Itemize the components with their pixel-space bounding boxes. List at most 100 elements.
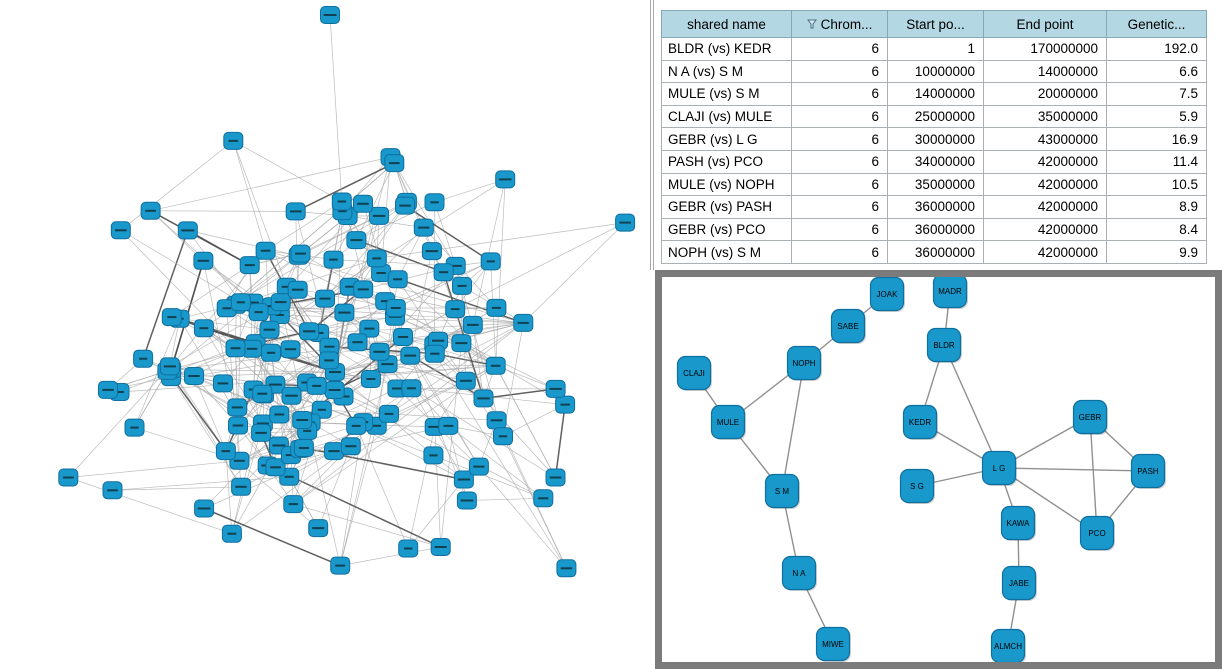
- network-node[interactable]: [98, 380, 118, 399]
- network-edge-l-g-pash[interactable]: [998, 467, 1149, 472]
- network-node[interactable]: [424, 344, 445, 363]
- network-node-n-a[interactable]: N A: [781, 555, 818, 592]
- network-edge[interactable]: [134, 318, 180, 428]
- network-node-l-g[interactable]: L G: [981, 450, 1018, 487]
- network-edge-bldr-l-g[interactable]: [943, 344, 1000, 469]
- network-node[interactable]: [384, 154, 405, 173]
- table-row[interactable]: GEBR (vs) L G 6 30000000 43000000 16.9: [661, 127, 1207, 151]
- network-node[interactable]: [227, 398, 248, 417]
- network-edge[interactable]: [269, 179, 506, 330]
- network-node-s-m[interactable]: S M: [764, 473, 801, 510]
- network-node[interactable]: [299, 322, 320, 341]
- network-node[interactable]: [265, 458, 286, 477]
- network-edge[interactable]: [483, 388, 556, 400]
- network-edge[interactable]: [171, 264, 250, 318]
- network-node[interactable]: [124, 418, 145, 437]
- network-node[interactable]: [360, 370, 381, 388]
- network-edge[interactable]: [407, 479, 465, 549]
- network-edge[interactable]: [150, 210, 251, 266]
- network-node[interactable]: [306, 376, 327, 395]
- network-edge[interactable]: [150, 210, 296, 212]
- network-edge[interactable]: [150, 210, 204, 262]
- network-node[interactable]: [340, 437, 361, 456]
- network-node[interactable]: [255, 241, 276, 260]
- network-edge[interactable]: [120, 230, 236, 349]
- network-edge[interactable]: [142, 230, 189, 359]
- network-node-kedr[interactable]: KEDR: [902, 404, 939, 441]
- column-header-end-point[interactable]: End point: [983, 10, 1107, 38]
- network-edge[interactable]: [523, 222, 626, 324]
- network-node[interactable]: [323, 250, 344, 269]
- network-node[interactable]: [140, 201, 161, 220]
- network-node[interactable]: [347, 333, 368, 352]
- network-edge[interactable]: [397, 279, 504, 437]
- network-node[interactable]: [495, 170, 516, 189]
- network-edge[interactable]: [68, 460, 240, 478]
- network-edge[interactable]: [333, 201, 408, 260]
- network-edge[interactable]: [397, 322, 524, 389]
- network-edge[interactable]: [448, 425, 544, 499]
- network-node[interactable]: [319, 351, 339, 370]
- network-edge[interactable]: [233, 140, 342, 202]
- network-edge[interactable]: [356, 425, 544, 499]
- network-node[interactable]: [513, 313, 534, 332]
- network-node[interactable]: [346, 416, 367, 435]
- network-edge[interactable]: [170, 376, 242, 487]
- network-edge[interactable]: [339, 425, 378, 566]
- network-node-pco[interactable]: PCO: [1079, 515, 1116, 552]
- network-edge[interactable]: [203, 507, 341, 567]
- network-edge[interactable]: [356, 162, 395, 241]
- network-node[interactable]: [283, 495, 304, 514]
- network-edge[interactable]: [343, 396, 544, 499]
- network-node-mule[interactable]: MULE: [710, 404, 747, 441]
- network-edge[interactable]: [232, 140, 266, 251]
- network-edge[interactable]: [319, 322, 524, 334]
- network-node-pash[interactable]: PASH: [1130, 453, 1167, 490]
- network-node-miwe[interactable]: MIWE: [815, 626, 852, 663]
- detail-network-canvas[interactable]: JOAK SABE NOPH CLAJI MULE S M N A MIWE MADR BLDR K…: [662, 277, 1215, 662]
- network-edge[interactable]: [150, 156, 391, 212]
- network-edge[interactable]: [295, 162, 395, 213]
- network-edge[interactable]: [376, 222, 626, 259]
- network-edge[interactable]: [321, 409, 390, 415]
- column-header-chrom[interactable]: Chrom...: [791, 10, 888, 38]
- network-edge[interactable]: [478, 466, 567, 569]
- network-node[interactable]: [462, 315, 483, 334]
- network-node[interactable]: [455, 371, 476, 390]
- network-node-noph[interactable]: NOPH: [786, 345, 823, 382]
- network-node[interactable]: [379, 404, 399, 423]
- network-edge[interactable]: [404, 204, 492, 263]
- network-edge[interactable]: [232, 140, 288, 287]
- network-node-madr[interactable]: MADR: [932, 277, 969, 309]
- network-node[interactable]: [615, 213, 636, 232]
- network-node-jabe[interactable]: JABE: [1001, 565, 1038, 602]
- network-node[interactable]: [331, 192, 352, 211]
- network-edge[interactable]: [434, 426, 442, 548]
- network-node[interactable]: [359, 319, 380, 338]
- network-node[interactable]: [369, 342, 390, 361]
- network-edge[interactable]: [68, 477, 233, 535]
- network-node[interactable]: [239, 256, 260, 275]
- network-edge[interactable]: [387, 363, 466, 382]
- network-edge[interactable]: [472, 179, 506, 325]
- network-node[interactable]: [281, 386, 302, 405]
- network-edge-gebr-pco[interactable]: [1089, 416, 1098, 534]
- network-node[interactable]: [223, 131, 244, 150]
- network-edge[interactable]: [179, 318, 270, 331]
- network-edge[interactable]: [203, 450, 335, 509]
- column-header-shared-name[interactable]: shared name: [661, 10, 792, 38]
- network-detail-panel[interactable]: JOAK SABE NOPH CLAJI MULE S M N A MIWE MADR BLDR K…: [655, 270, 1222, 669]
- network-node[interactable]: [473, 389, 494, 408]
- network-node[interactable]: [453, 470, 474, 489]
- network-node[interactable]: [230, 293, 251, 312]
- network-node[interactable]: [221, 524, 242, 543]
- network-node[interactable]: [159, 357, 180, 376]
- network-node[interactable]: [177, 221, 198, 240]
- network-edge[interactable]: [187, 230, 242, 303]
- network-node[interactable]: [400, 346, 421, 365]
- network-node[interactable]: [438, 416, 459, 435]
- network-edge[interactable]: [297, 289, 370, 329]
- network-node[interactable]: [493, 427, 513, 446]
- network-node[interactable]: [259, 320, 280, 339]
- network-node[interactable]: [486, 298, 507, 317]
